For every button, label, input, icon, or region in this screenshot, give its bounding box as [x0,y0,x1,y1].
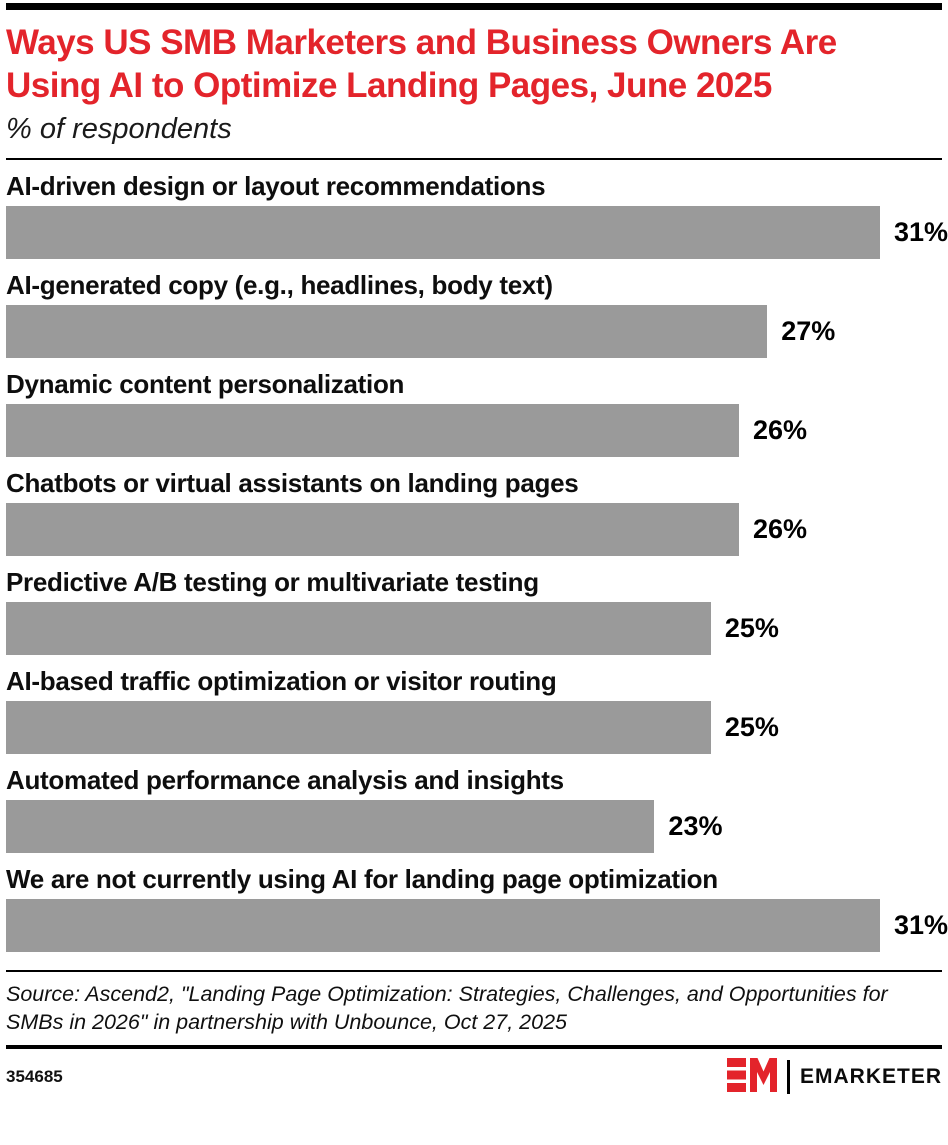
chart-row: Automated performance analysis and insig… [6,764,942,853]
bar-line: 31% [6,206,948,259]
bar-category-label: Predictive A/B testing or multivariate t… [6,567,539,597]
bar-category-label: AI-generated copy (e.g., headlines, body… [6,270,553,300]
chart-row: AI-generated copy (e.g., headlines, body… [6,269,942,358]
chart-bottom-divider [6,970,942,972]
chart-title: Ways US SMB Marketers and Business Owner… [6,23,837,105]
em-monogram-icon [726,1057,777,1097]
bar-value-label: 23% [668,811,723,841]
chart-row: AI-driven design or layout recommendatio… [6,170,948,259]
bar-category-label: We are not currently using AI for landin… [6,864,718,894]
bar-value-label: 26% [753,514,808,544]
bar-value-label: 31% [893,910,948,940]
bar-value-label: 27% [781,316,836,346]
chart-row: AI-based traffic optimization or visitor… [6,665,942,754]
bar [6,404,739,457]
bar-value-label: 26% [753,415,808,445]
bar-value-label: 25% [724,613,779,643]
emarketer-logo: EMARKETER [726,1057,942,1097]
brand-wordmark: EMARKETER [799,1065,942,1088]
bar-category-label: Dynamic content personalization [6,369,405,399]
bar-category-label: Chatbots or virtual assistants on landin… [6,468,579,498]
bar-line: 25% [6,701,942,754]
bar [6,602,711,655]
bar [6,899,880,952]
chart-row: Dynamic content personalization 26% [6,368,942,457]
bar-value-label: 25% [724,712,779,742]
footer-bar: 354685 EMARKETER [6,1057,942,1097]
bar-category-label: Automated performance analysis and insig… [6,765,564,795]
source-text: Source: Ascend2, "Landing Page Optimizat… [6,982,888,1034]
bar [6,206,880,259]
top-rule [6,3,942,10]
bar [6,305,768,358]
logo-divider [786,1060,790,1094]
bar [6,701,711,754]
bar-line: 25% [6,602,942,655]
bar-value-label: 31% [893,217,948,247]
bar-chart: AI-driven design or layout recommendatio… [6,170,948,952]
bar-line: 27% [6,305,942,358]
bar-line: 23% [6,800,942,853]
bar-line: 26% [6,404,942,457]
chart-id: 354685 [6,1067,63,1086]
bar-category-label: AI-driven design or layout recommendatio… [6,171,546,201]
bar [6,503,739,556]
chart-subtitle: % of respondents [6,113,232,145]
header-divider [6,158,942,160]
bar-line: 31% [6,899,948,952]
footer-divider [6,1045,942,1049]
chart-row: We are not currently using AI for landin… [6,863,948,952]
bar-line: 26% [6,503,942,556]
chart-row: Chatbots or virtual assistants on landin… [6,467,942,556]
bar-category-label: AI-based traffic optimization or visitor… [6,666,557,696]
chart-row: Predictive A/B testing or multivariate t… [6,566,942,655]
bar [6,800,655,853]
